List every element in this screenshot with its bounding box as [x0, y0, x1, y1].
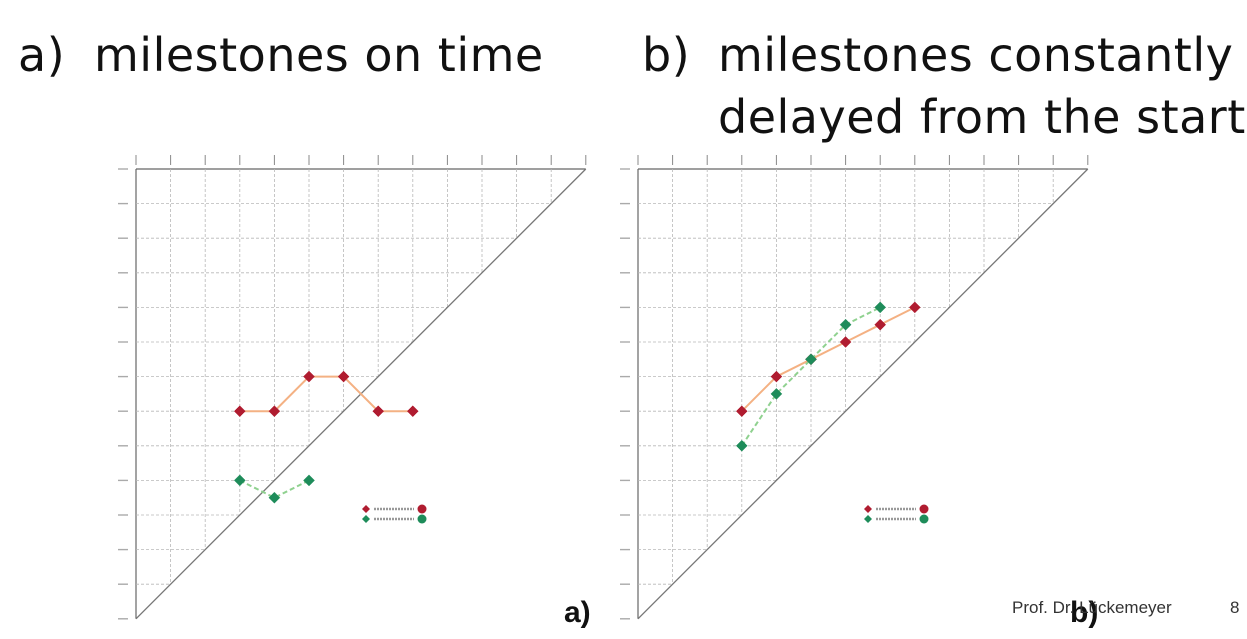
- chart-a-series-2-point: [303, 474, 315, 487]
- chart-a-panel-label: a): [564, 596, 591, 629]
- heading-b-label: b): [642, 28, 691, 82]
- chart-b-series-2-point: [839, 318, 852, 331]
- chart-b-legend-marker-2: [864, 515, 872, 523]
- chart-b-grid: [620, 155, 1089, 620]
- chart-a-legend-swatch-1: [417, 504, 427, 514]
- chart-b-series-1-point: [908, 301, 921, 314]
- chart-b-series-2-point: [735, 439, 748, 452]
- chart-b-panel-label: b): [1070, 596, 1099, 629]
- chart-b-legend-swatch-1: [919, 504, 929, 514]
- heading-a-text: milestones on time: [94, 28, 544, 82]
- chart-a-legend-marker-1: [362, 505, 370, 513]
- chart-a-legend-swatch-2: [417, 514, 427, 524]
- chart-b-series-2-line: [740, 306, 881, 447]
- heading-a-label: a): [18, 28, 66, 82]
- chart-a-series-1-point: [233, 405, 246, 418]
- chart-a-series-2-point: [268, 491, 281, 504]
- chart-b-legend: [864, 504, 929, 524]
- chart-a-series-1-point: [337, 370, 350, 383]
- heading-b-line2: delayed from the start: [718, 90, 1246, 144]
- chart-a-series-2-point: [233, 474, 246, 487]
- chart-b-series-1-point: [735, 405, 748, 418]
- chart-a-series-1-point: [268, 405, 281, 418]
- chart-b-diagonal: [637, 168, 1089, 620]
- chart-b-series-1-point: [874, 318, 887, 331]
- chart-b-series-2-point: [770, 388, 783, 400]
- chart-b-series-2-point: [805, 353, 817, 366]
- footer-page-number: 8: [1230, 598, 1240, 617]
- heading-b-line1: milestones constantly: [718, 28, 1234, 82]
- footer-author: Prof. Dr. Lückemeyer: [1012, 598, 1172, 617]
- chart-b-series-2-point: [874, 301, 887, 314]
- chart-a-series-1-point: [372, 405, 385, 418]
- chart-a-grid: [118, 155, 587, 620]
- chart-a-series-2-line: [239, 479, 310, 499]
- chart-a-legend-marker-2: [362, 515, 370, 523]
- chart-a-series-1-point: [406, 405, 419, 418]
- chart-a-series-1-point: [303, 370, 315, 383]
- chart-b-series-1-point: [839, 336, 852, 348]
- heading-a: a) milestones on time: [18, 32, 578, 82]
- chart-b-legend-marker-1: [864, 505, 872, 513]
- chart-b-series-1-line: [741, 306, 916, 412]
- chart-a-legend: [362, 504, 427, 524]
- heading-b: b) milestones constantly delayed from th…: [642, 32, 1247, 142]
- chart-b-series-1-point: [770, 370, 783, 383]
- chart-b-legend-swatch-2: [919, 514, 929, 524]
